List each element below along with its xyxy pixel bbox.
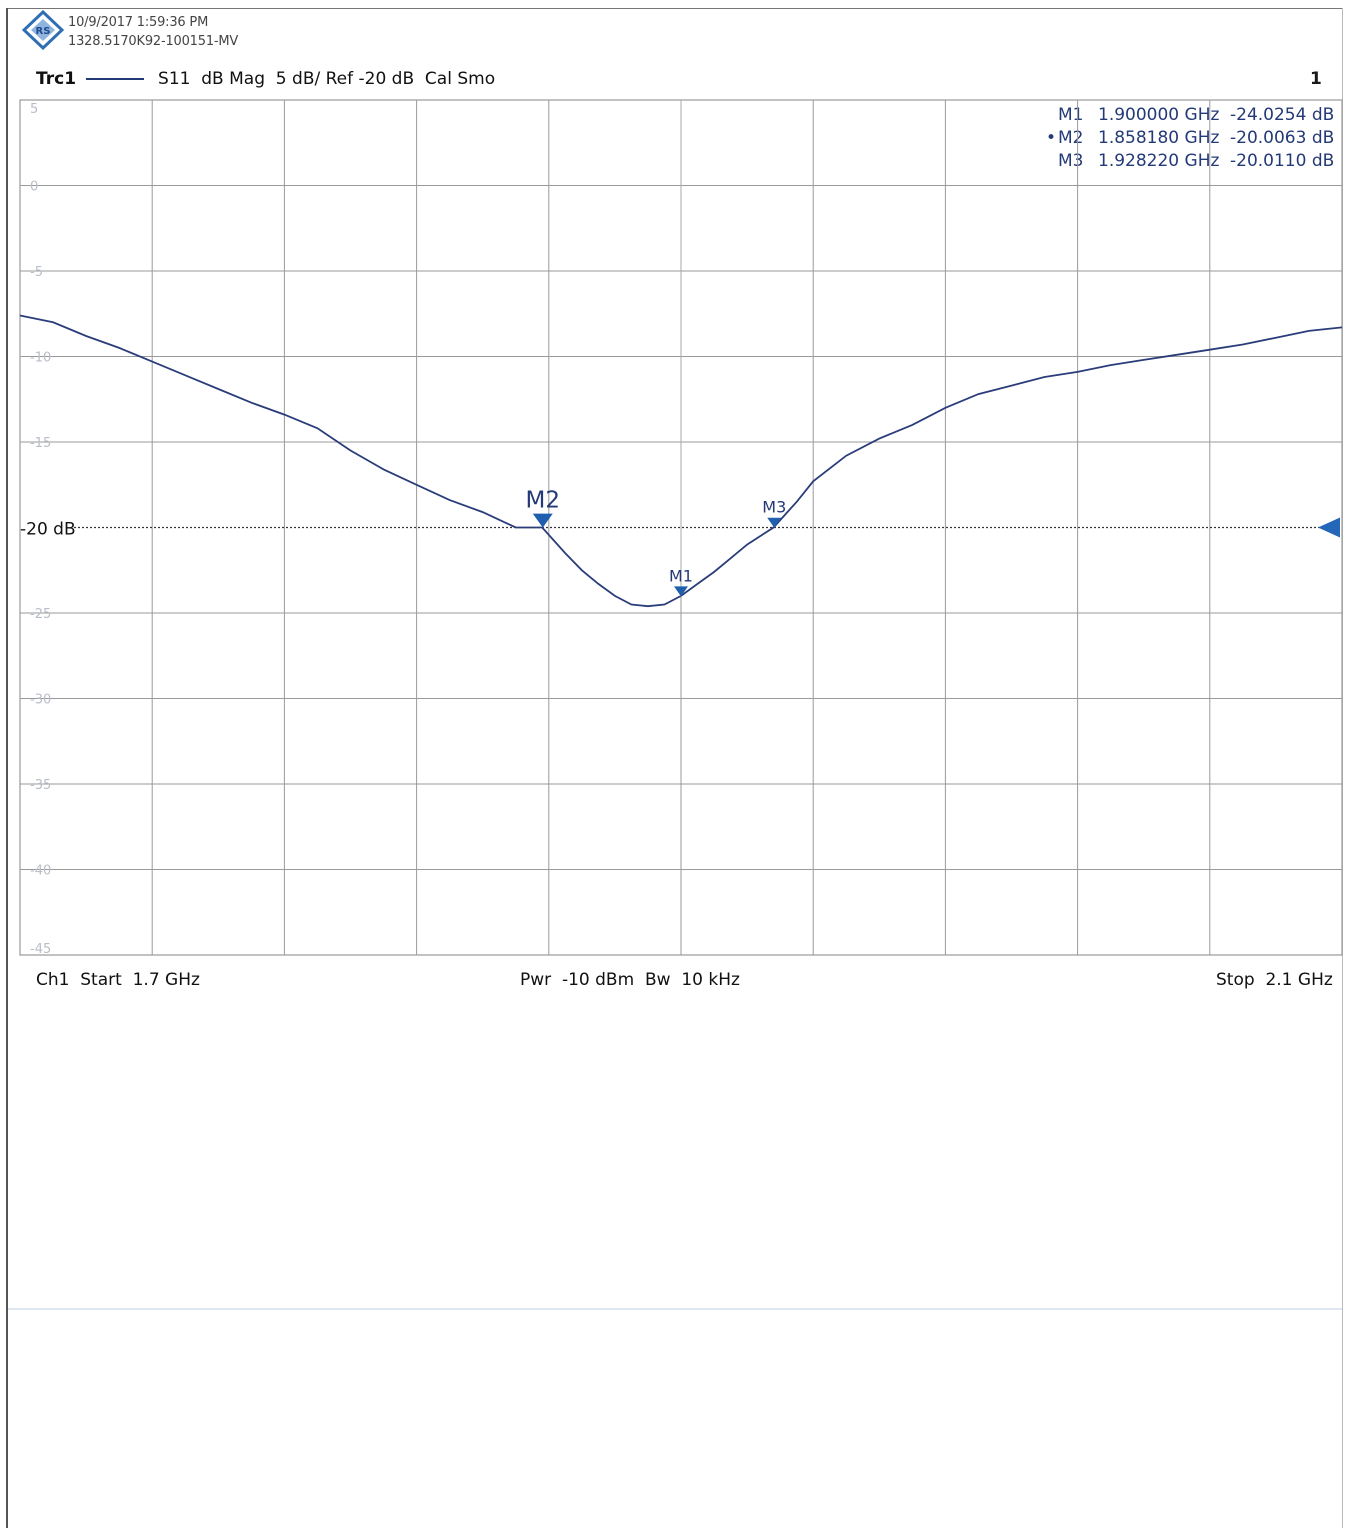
marker-label: M2 <box>526 488 560 514</box>
page-divider <box>8 1308 1342 1310</box>
power-bandwidth: Pwr -10 dBm Bw 10 kHz <box>520 970 740 990</box>
marker-frequency: 1.900000 GHz <box>1098 105 1220 125</box>
y-tick-label: -25 <box>30 607 51 622</box>
marker-value: -20.0063 dB <box>1230 128 1335 148</box>
marker-label: M3 <box>762 498 786 517</box>
plot-area: 5 0 -5 -10 -15 -25 -30 -35 -40 -45 -20 dB M1 M2 M3 <box>19 99 1343 957</box>
marker-triangle-icon <box>767 517 782 528</box>
trace-info-bar: Trc1 S11 dB Mag 5 dB/ Ref -20 dB Cal Smo <box>36 69 495 89</box>
y-tick-label: -40 <box>30 864 51 879</box>
y-tick-label: 5 <box>30 102 38 117</box>
stop-frequency: Stop 2.1 GHz <box>1216 970 1333 990</box>
y-tick-label: 0 <box>30 180 38 195</box>
y-tick-label: -10 <box>30 351 51 366</box>
start-frequency: Ch1 Start 1.7 GHz <box>36 970 200 990</box>
marker-row-m3: M3 1.928220 GHz -20.0110 dB <box>1040 151 1334 174</box>
trace-label: Trc1 <box>36 69 77 89</box>
trace-settings: S11 dB Mag 5 dB/ Ref -20 dB Cal Smo <box>158 69 496 89</box>
trace-color-swatch <box>86 78 145 80</box>
marker-active-bullet: • <box>1045 128 1056 148</box>
marker-frequency: 1.928220 GHz <box>1098 151 1220 171</box>
instrument-serial: 1328.5170K92-100151-MV <box>68 34 239 49</box>
rohde-schwarz-logo-icon: RS <box>22 10 64 50</box>
channel-number: 1 <box>1310 69 1322 89</box>
marker-readout-table: M1 1.900000 GHz -24.0254 dB • M2 1.858180 GHz… <box>1040 105 1334 174</box>
frame-left-border <box>6 8 8 1528</box>
y-tick-label: -35 <box>30 778 51 793</box>
marker-m2: M2 <box>526 488 560 528</box>
timestamp: 10/9/2017 1:59:36 PM <box>68 15 209 30</box>
marker-triangle-icon <box>674 586 688 597</box>
reference-level-label: -20 dB <box>20 520 76 540</box>
markers-group: M1 M2 M3 <box>526 100 786 597</box>
y-tick-label: -45 <box>30 942 51 957</box>
y-tick-label: -15 <box>30 436 51 451</box>
trace-line <box>19 314 1343 608</box>
reference-arrow-icon <box>1318 517 1340 538</box>
marker-m3: M3 <box>762 498 786 528</box>
marker-value: -24.0254 dB <box>1230 105 1335 125</box>
marker-m1: M1 <box>669 100 693 597</box>
frame-top-border <box>6 8 1342 9</box>
marker-row-m1: M1 1.900000 GHz -24.0254 dB <box>1040 105 1334 128</box>
marker-frequency: 1.858180 GHz <box>1098 128 1220 148</box>
marker-label: M1 <box>669 566 693 585</box>
marker-triangle-icon <box>532 513 553 528</box>
trace-group <box>19 314 1343 608</box>
logo-text: RS <box>36 26 51 37</box>
y-tick-label: -30 <box>30 693 51 708</box>
reference-line-group: -20 dB <box>20 517 1340 540</box>
y-tick-label: -5 <box>30 265 43 280</box>
y-tick-labels: 5 0 -5 -10 -15 -25 -30 -35 -40 -45 <box>30 102 51 957</box>
marker-value: -20.0110 dB <box>1230 151 1335 171</box>
marker-row-m2: • M2 1.858180 GHz -20.0063 dB <box>1040 128 1334 151</box>
